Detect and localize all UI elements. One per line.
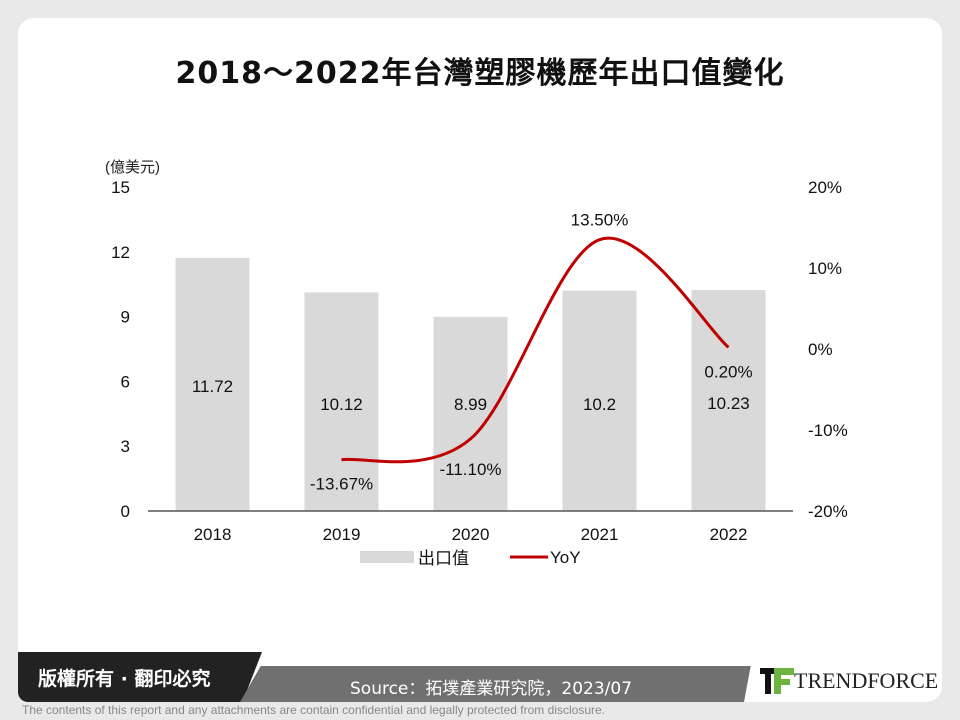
copyright-text: 版權所有 · 翻印必究 bbox=[38, 668, 211, 690]
disclaimer: The contents of this report and any atta… bbox=[22, 703, 605, 717]
bar-2022 bbox=[691, 290, 766, 511]
legend-bar-swatch bbox=[360, 551, 414, 563]
yoy-value-label: -13.67% bbox=[310, 475, 373, 494]
copyright-banner: 版權所有 · 翻印必究 bbox=[18, 652, 262, 702]
bar-2020 bbox=[433, 316, 508, 511]
bar-2019 bbox=[304, 292, 379, 511]
y2-tick-label: -10% bbox=[808, 421, 848, 440]
bar-value-label: 10.23 bbox=[707, 394, 750, 413]
y-tick-label: 6 bbox=[121, 372, 130, 391]
y2-tick-label: -20% bbox=[808, 502, 848, 521]
y-tick-label: 12 bbox=[111, 243, 130, 262]
trendforce-logo-icon bbox=[760, 668, 794, 694]
x-tick-label: 2018 bbox=[194, 525, 232, 544]
bar-2018 bbox=[175, 257, 250, 511]
y2-tick-label: 0% bbox=[808, 340, 833, 359]
chart-title: 2018～2022年台灣塑膠機歷年出口值變化 bbox=[175, 56, 785, 91]
source-banner: Source：拓墣產業研究院，2023/07 bbox=[240, 666, 760, 702]
legend-line-label: YoY bbox=[550, 548, 581, 567]
bar-2021 bbox=[562, 290, 637, 511]
bar-value-label: 11.72 bbox=[192, 377, 233, 396]
yoy-line bbox=[341, 236, 730, 464]
bar-value-label: 8.99 bbox=[454, 395, 487, 414]
bar-value-label: 10.2 bbox=[583, 395, 616, 414]
bar-value-label: 10.12 bbox=[320, 395, 363, 414]
y2-tick-label: 20% bbox=[808, 178, 842, 197]
trendforce-logo: TRENDFORCE bbox=[744, 638, 942, 702]
x-tick-label: 2021 bbox=[581, 525, 619, 544]
y2-tick-label: 10% bbox=[808, 259, 842, 278]
y-tick-label: 9 bbox=[121, 308, 130, 327]
yoy-value-label: 0.20% bbox=[704, 362, 752, 381]
x-tick-label: 2019 bbox=[323, 525, 361, 544]
yoy-value-label: 13.50% bbox=[571, 211, 629, 230]
yoy-value-label: -11.10% bbox=[439, 460, 501, 479]
y-tick-label: 0 bbox=[121, 502, 130, 521]
x-tick-label: 2020 bbox=[452, 525, 490, 544]
brand-text: TRENDFORCE bbox=[794, 668, 939, 693]
chart: (億美元) 0 3 6 9 12 15 -20% -10% 0% 10% 20% 2018 2019 202… bbox=[105, 159, 848, 568]
source-text: Source：拓墣產業研究院，2023/07 bbox=[350, 679, 633, 699]
legend-bar-label: 出口值 bbox=[418, 549, 469, 568]
y-tick-label: 3 bbox=[121, 437, 130, 456]
y-tick-label: 15 bbox=[111, 178, 130, 197]
x-tick-label: 2022 bbox=[710, 525, 748, 544]
y-axis-unit: (億美元) bbox=[105, 159, 160, 176]
